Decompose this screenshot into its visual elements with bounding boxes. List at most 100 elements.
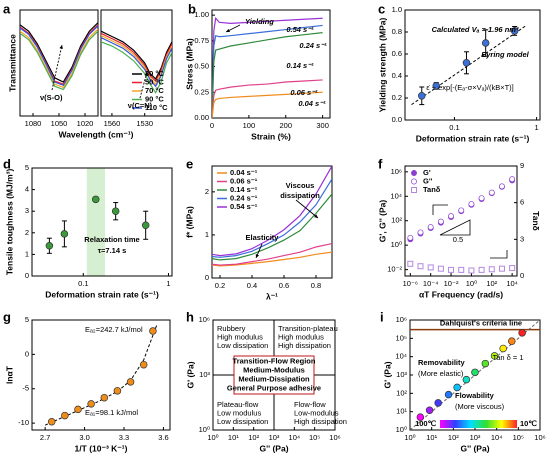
marker <box>509 265 516 272</box>
x-tick-label: 0.1 <box>449 123 459 132</box>
y2-tick-label: 0 <box>520 271 524 280</box>
series-line <box>20 25 98 86</box>
marker <box>87 400 95 408</box>
y-tick-label: 10² <box>396 388 407 397</box>
panel: g 2.7 3.0 3.3 3.6 -10 -5 0 5 1/T (10⁻³ K⁻¹) lnαT Eₐ… <box>3 309 171 453</box>
legend-label: 110 °C <box>145 103 168 112</box>
arrow <box>139 71 148 99</box>
series-line <box>212 242 332 266</box>
x-tick-label: 0.2 <box>215 281 225 290</box>
marker <box>60 230 69 238</box>
plot-frame <box>31 319 171 431</box>
marker <box>481 359 490 368</box>
quadrant-text: High modulus <box>278 332 324 341</box>
marker <box>111 207 120 215</box>
y-tick-label: 0.4 <box>392 71 402 80</box>
legend-label: 0.54 s⁻¹ <box>230 202 258 211</box>
marker <box>411 170 417 176</box>
marker <box>113 387 122 395</box>
x-tick-label: 10⁴ <box>506 279 518 288</box>
x-tick-label: 0 <box>210 121 214 130</box>
series-line <box>101 32 172 83</box>
marker <box>100 393 109 402</box>
y-axis-label: G', G'' (Pa) <box>377 200 387 243</box>
y-tick-label: 2 <box>25 228 29 237</box>
panel-letter: g <box>3 309 11 324</box>
y-axis-label: f* (MPa) <box>184 206 194 238</box>
marker <box>488 189 495 196</box>
marker <box>488 266 495 273</box>
x-axis-label: Deformation strain rate (s⁻¹) <box>416 133 530 143</box>
legend-label: 30 °C <box>145 69 164 78</box>
x-tick-label: 10⁶ <box>534 433 545 442</box>
series-line <box>20 24 98 85</box>
x-tick-label: 3.6 <box>158 433 168 442</box>
y-tick-label: 10⁶ <box>391 167 402 176</box>
arrow-head <box>59 45 63 49</box>
quadrant-text: Low modulus <box>217 408 261 417</box>
y-tick-label: 10⁻² <box>387 265 402 274</box>
plot-area <box>20 22 98 91</box>
x-tick-label: 10⁻⁶ <box>403 279 418 288</box>
marker <box>91 195 100 204</box>
x-tick-label: 1080 <box>25 119 42 128</box>
quadrant-text: Transition-plateau <box>278 324 338 333</box>
series-label: 0.14 s⁻¹ <box>286 61 314 70</box>
x-axis-label: Strain (%) <box>251 131 291 141</box>
marker <box>434 399 442 407</box>
y-tick-label: 10² <box>391 216 402 225</box>
marker <box>490 352 499 360</box>
arrow-head <box>144 72 148 76</box>
legend-label: 0.14 s⁻¹ <box>230 185 258 194</box>
y2-tick-label: 3 <box>520 234 524 243</box>
series-line <box>20 22 98 83</box>
quadrant-text: High dissipation <box>278 341 331 350</box>
x-tick-label: 100 <box>243 121 256 130</box>
x-tick-label: 300 <box>316 121 329 130</box>
marker <box>471 368 479 377</box>
y-tick-label: 10⁶ <box>396 315 407 324</box>
x-tick-label: 1 <box>166 279 170 288</box>
marker <box>139 360 148 369</box>
y-tick-label: 5 <box>25 315 29 324</box>
panel: b 0 100 200 300 0.00 0.25 0.50 0.75 1.00 Strain (%… <box>184 1 331 141</box>
quadrant-text: Low-modulus <box>294 408 339 417</box>
axis-arrow-right <box>490 250 508 259</box>
marker <box>437 218 444 225</box>
x-axis-label: G'' (Pa) <box>259 443 288 453</box>
marker <box>468 267 475 274</box>
marker <box>437 265 444 272</box>
quadrant-text: High dissipation <box>294 417 347 426</box>
plot-area <box>212 16 323 118</box>
quadrant-text: Rubbery <box>217 324 246 333</box>
y2-tick-label: 9 <box>520 161 524 170</box>
plot-frame <box>404 9 541 121</box>
x-tick-label: 10⁶ <box>329 433 340 442</box>
fit-line <box>411 24 527 106</box>
series-line <box>101 34 172 86</box>
x-tick-label: 1020 <box>77 119 94 128</box>
series-line <box>212 24 323 118</box>
plot-frame <box>31 167 173 277</box>
x-tick-label: 10³ <box>470 433 481 442</box>
plot-area <box>411 24 527 106</box>
legend-label: 50 °C <box>145 77 164 86</box>
annotation: Eₐ₁=98.1 kJ/mol <box>85 408 138 417</box>
marker <box>126 378 135 386</box>
legend-label: Tanδ <box>423 185 441 194</box>
marker <box>481 39 490 47</box>
x-tick-label: 10⁴ <box>491 433 503 442</box>
axis-arrow-left <box>432 204 448 215</box>
marker <box>407 234 414 241</box>
y-tick-label: 3 <box>25 206 29 215</box>
annotation: Removability <box>418 358 466 367</box>
quadrant-text: Low dissipation <box>217 417 268 426</box>
x-tick-label: 2.7 <box>40 433 50 442</box>
x-tick-label: 10³ <box>269 433 280 442</box>
series-line <box>212 91 323 118</box>
marker <box>478 266 485 273</box>
y-tick-label: 10⁶ <box>199 315 210 324</box>
marker <box>498 265 505 272</box>
x-tick-label: 3.0 <box>79 433 89 442</box>
panel-letter: h <box>186 309 194 324</box>
